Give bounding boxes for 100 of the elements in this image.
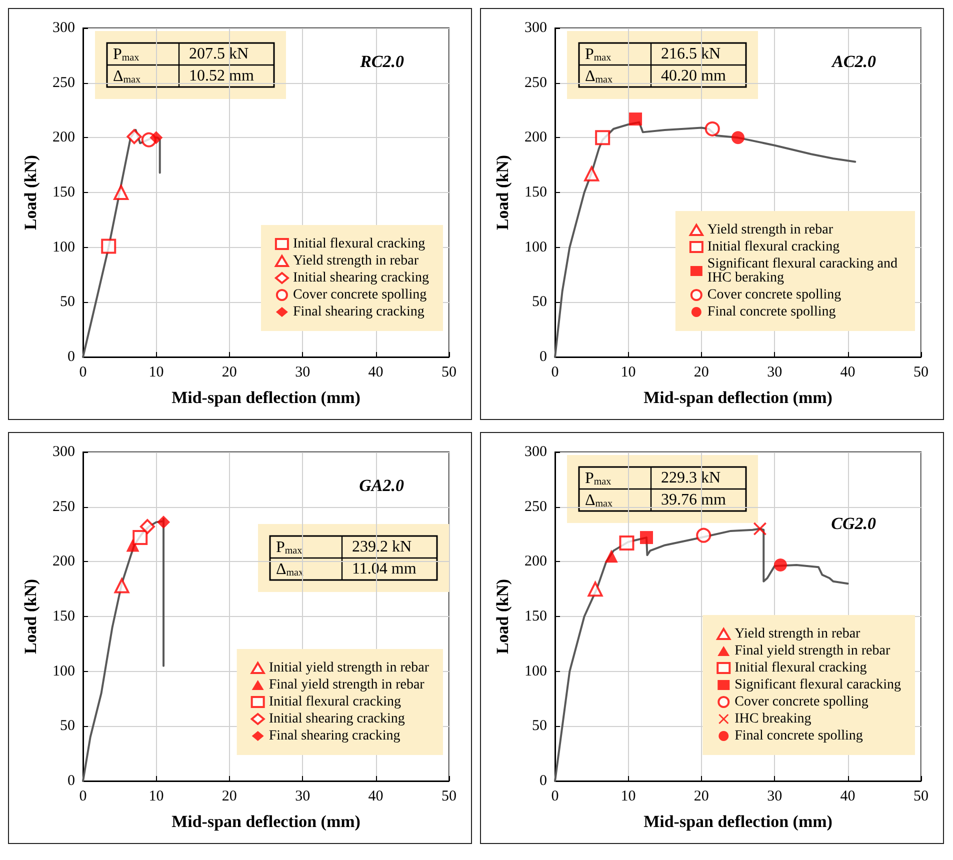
y-axis-title: Load (kN) bbox=[21, 578, 40, 654]
y-axis-title: Load (kN) bbox=[493, 154, 512, 230]
x-tick-label: 0 bbox=[551, 788, 559, 804]
x-tick-label: 50 bbox=[442, 364, 456, 380]
point bbox=[753, 522, 766, 536]
x-tick-label: 40 bbox=[368, 364, 384, 380]
point bbox=[588, 582, 603, 597]
legend-label: Initial flexural cracking bbox=[268, 694, 401, 710]
y-tick-label: 200 bbox=[524, 554, 547, 570]
y-tick-label: 200 bbox=[52, 554, 75, 570]
legend-label: Final yield strength in rebar bbox=[734, 644, 890, 658]
point bbox=[696, 528, 712, 543]
legend-label: Initial yield strength in rebar bbox=[268, 660, 430, 676]
annotation: 229.3 kN bbox=[661, 470, 721, 486]
annotation: 11.04 mm bbox=[352, 560, 417, 578]
x-axis-title: Mid-span deflection (mm) bbox=[644, 388, 832, 407]
point bbox=[114, 185, 129, 200]
point bbox=[140, 519, 155, 534]
y-axis-title: Load (kN) bbox=[493, 578, 512, 654]
y-tick-label: 150 bbox=[52, 608, 75, 624]
x-tick-label: 10 bbox=[148, 364, 164, 380]
legend-label: Final shearing cracking bbox=[292, 304, 424, 320]
y-tick-label: 100 bbox=[524, 239, 547, 256]
y-tick-label: 100 bbox=[52, 239, 75, 256]
x-tick-label: 10 bbox=[148, 788, 164, 804]
y-tick-label: 300 bbox=[52, 20, 75, 36]
x-tick-label: 20 bbox=[222, 364, 237, 380]
point bbox=[101, 238, 116, 254]
legend-label: Cover concrete spolling bbox=[734, 694, 868, 710]
x-tick-label: 30 bbox=[767, 788, 782, 804]
point bbox=[157, 516, 170, 529]
x-tick-label: 0 bbox=[79, 788, 87, 804]
annotation: 39.76 mm bbox=[661, 492, 726, 508]
y-tick-label: 300 bbox=[524, 444, 547, 460]
point bbox=[629, 112, 642, 126]
y-tick-label: 300 bbox=[52, 444, 75, 460]
point bbox=[126, 129, 142, 144]
y-tick-label: 0 bbox=[540, 773, 547, 789]
legend-label: Initial shearing cracking bbox=[292, 270, 430, 286]
legend-label: IHC breaking bbox=[734, 712, 812, 726]
x-tick-label: 40 bbox=[840, 364, 856, 380]
legend-label: Yield strength in rebar bbox=[292, 254, 419, 268]
annotation: 207.5 kN bbox=[189, 46, 249, 62]
y-tick-label: 200 bbox=[524, 130, 547, 146]
point bbox=[604, 550, 618, 563]
annotation: 40.20 mm bbox=[661, 68, 726, 84]
x-tick-label: 50 bbox=[914, 788, 928, 804]
legend-label: Significant flexural caracking bbox=[734, 678, 901, 692]
legend-label: Final concrete spolling bbox=[707, 304, 836, 320]
x-tick-label: 20 bbox=[694, 364, 709, 380]
y-tick-label: 150 bbox=[52, 184, 75, 200]
legend-label: Initial shearing cracking bbox=[268, 712, 405, 726]
x-tick-label: 10 bbox=[620, 364, 636, 380]
point bbox=[114, 578, 130, 594]
point bbox=[640, 531, 653, 544]
annotation: 10.52 mm bbox=[189, 68, 254, 84]
legend-label: Final concrete spolling bbox=[734, 728, 863, 744]
y-tick-label: 50 bbox=[60, 294, 75, 310]
point bbox=[150, 131, 163, 144]
y-tick-label: 50 bbox=[532, 294, 547, 310]
y-tick-label: 200 bbox=[52, 130, 75, 146]
legend-label: Final yield strength in rebar bbox=[268, 678, 425, 692]
text: CG2.0 bbox=[831, 514, 876, 533]
x-axis-title: Mid-span deflection (mm) bbox=[172, 388, 360, 407]
point bbox=[619, 536, 634, 551]
y-tick-label: 0 bbox=[540, 349, 547, 365]
x-tick-label: 50 bbox=[914, 364, 928, 380]
legend-label: Significant flexural caracking and IHC beraking bbox=[707, 256, 902, 286]
legend-label: Yield strength in rebar bbox=[707, 222, 834, 238]
x-tick-label: 40 bbox=[840, 788, 856, 804]
y-tick-label: 0 bbox=[68, 773, 75, 789]
y-tick-label: 250 bbox=[52, 498, 75, 515]
legend-label: Initial flexural cracking bbox=[292, 236, 426, 252]
x-tick-label: 0 bbox=[551, 364, 559, 380]
y-tick-label: 150 bbox=[524, 184, 547, 200]
y-tick-label: 50 bbox=[60, 718, 75, 734]
text: AC2.0 bbox=[831, 52, 876, 71]
x-tick-label: 0 bbox=[79, 364, 87, 380]
annotation: 239.2 kN bbox=[352, 538, 412, 556]
y-tick-label: 250 bbox=[524, 74, 547, 91]
x-tick-label: 50 bbox=[442, 788, 456, 804]
x-tick-label: 30 bbox=[295, 788, 310, 804]
x-axis-title: Mid-span deflection (mm) bbox=[172, 812, 360, 831]
legend-label: Cover concrete spolling bbox=[292, 288, 427, 302]
point bbox=[774, 558, 787, 572]
y-tick-label: 0 bbox=[68, 349, 75, 365]
y-tick-label: 100 bbox=[524, 663, 547, 680]
text: GA2.0 bbox=[359, 476, 404, 495]
y-tick-label: 250 bbox=[52, 74, 75, 91]
text: RC2.0 bbox=[359, 52, 404, 71]
point bbox=[595, 130, 610, 146]
y-axis-title: Load (kN) bbox=[21, 154, 40, 230]
legend-label: Initial flexural cracking bbox=[707, 240, 840, 254]
y-tick-label: 150 bbox=[524, 608, 547, 624]
legend-label: Initial flexural cracking bbox=[734, 660, 867, 676]
x-tick-label: 30 bbox=[767, 364, 782, 380]
y-tick-label: 50 bbox=[532, 718, 547, 734]
y-tick-label: 100 bbox=[52, 663, 75, 680]
x-tick-label: 20 bbox=[222, 788, 237, 804]
y-tick-label: 250 bbox=[524, 498, 547, 515]
